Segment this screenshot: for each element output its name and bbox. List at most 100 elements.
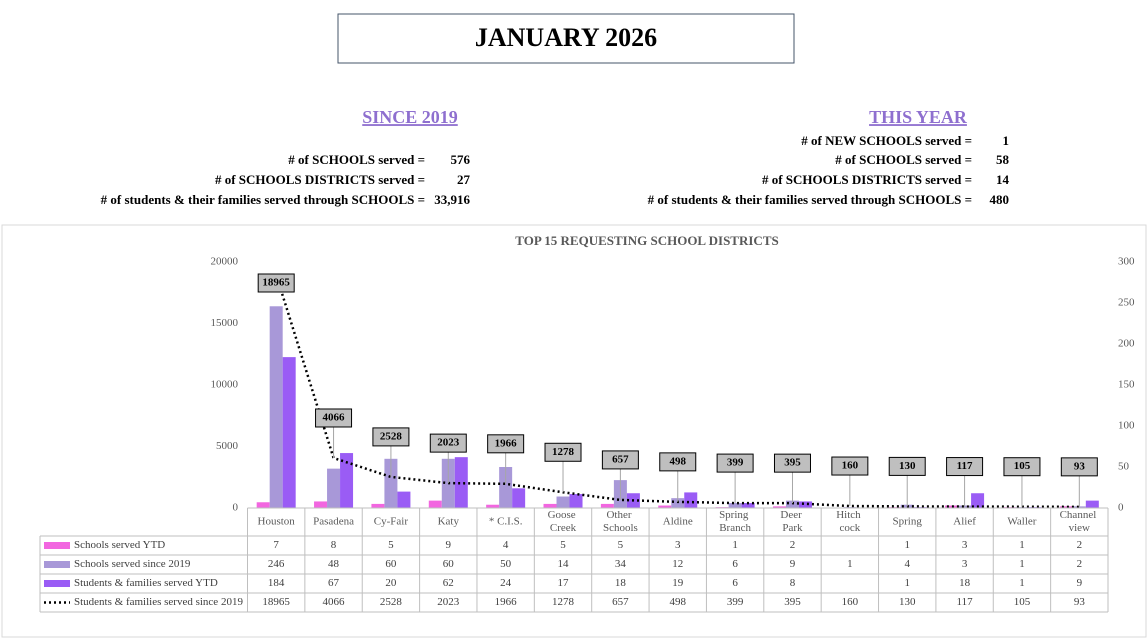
data-label-box bbox=[257, 273, 295, 293]
stat-value: 14 bbox=[996, 172, 1010, 187]
table-cell: 1 bbox=[847, 558, 853, 570]
table-cell: 657 bbox=[612, 596, 629, 608]
bar bbox=[314, 501, 328, 508]
bar bbox=[1059, 506, 1073, 508]
bar bbox=[1072, 506, 1086, 508]
x-tick-label: Katy bbox=[438, 516, 460, 528]
table-cell: 5 bbox=[618, 539, 624, 551]
stat-value: 1 bbox=[1003, 133, 1010, 148]
data-label-box bbox=[372, 427, 410, 447]
table-cell: 1 bbox=[904, 577, 910, 589]
data-label-box bbox=[946, 457, 984, 477]
table-cell: 48 bbox=[328, 558, 340, 570]
bar bbox=[486, 504, 500, 508]
stat-value: 33,916 bbox=[434, 192, 470, 207]
table-cell: 160 bbox=[842, 596, 859, 608]
table-cell: 12 bbox=[672, 558, 683, 570]
data-label-box bbox=[659, 452, 697, 472]
data-label: 4066 bbox=[323, 412, 346, 424]
title-box bbox=[337, 13, 795, 64]
table-cell: 18 bbox=[959, 577, 971, 589]
table-cell: 17 bbox=[558, 577, 570, 589]
table-cell: 1 bbox=[732, 539, 738, 551]
table-cell: 20 bbox=[385, 577, 397, 589]
bar bbox=[282, 357, 296, 508]
stat-label: # of students & their families served th… bbox=[101, 192, 425, 207]
page-title: JANUARY 2026 bbox=[475, 23, 657, 52]
y2-tick-label: 50 bbox=[1118, 461, 1130, 473]
stat-label: # of NEW SCHOOLS served = bbox=[801, 133, 972, 148]
x-tick-label: Hitch cock bbox=[836, 509, 863, 534]
table-cell: 60 bbox=[385, 558, 397, 570]
data-label: 2023 bbox=[437, 437, 460, 449]
table-cell: 18965 bbox=[262, 596, 290, 608]
table-cell: 3 bbox=[962, 558, 968, 570]
x-tick-label: Aldine bbox=[663, 516, 693, 528]
x-tick-label: Other Schools bbox=[603, 509, 638, 534]
table-cell: 3 bbox=[962, 539, 968, 551]
table-cell: 1 bbox=[1019, 539, 1025, 551]
bar bbox=[556, 496, 570, 508]
y-tick-label: 20000 bbox=[211, 256, 239, 268]
table-cell: 5 bbox=[388, 539, 394, 551]
table-cell: 62 bbox=[443, 577, 454, 589]
x-tick-label: Spring bbox=[893, 516, 923, 528]
table-cell: 105 bbox=[1014, 596, 1031, 608]
bar bbox=[1085, 500, 1099, 508]
table-cell: 1 bbox=[904, 539, 910, 551]
stat-label: # of SCHOOLS served = bbox=[288, 152, 425, 167]
table-cell: 24 bbox=[500, 577, 512, 589]
x-tick-label: * C.I.S. bbox=[489, 516, 523, 528]
table-cell: 60 bbox=[443, 558, 455, 570]
data-label-box bbox=[773, 453, 811, 473]
stat-value: 480 bbox=[990, 192, 1010, 207]
legend-label: Students & families served YTD bbox=[74, 577, 218, 589]
legend-label: Schools served YTD bbox=[74, 539, 165, 551]
bar bbox=[327, 468, 341, 508]
table-cell: 8 bbox=[790, 577, 796, 589]
bar bbox=[798, 501, 812, 508]
bar bbox=[684, 492, 698, 508]
bar bbox=[340, 453, 354, 508]
table-cell: 9 bbox=[446, 539, 452, 551]
bar bbox=[728, 503, 742, 508]
table-cell: 5 bbox=[560, 539, 566, 551]
x-tick-label: Spring Branch bbox=[719, 509, 751, 534]
table-cell: 399 bbox=[727, 596, 744, 608]
table-cell: 1 bbox=[1019, 558, 1025, 570]
bar bbox=[499, 467, 513, 508]
data-label: 1966 bbox=[495, 437, 518, 449]
data-label: 498 bbox=[670, 455, 687, 467]
chart-title: TOP 15 REQUESTING SCHOOL DISTRICTS bbox=[515, 233, 778, 248]
table-cell: 2 bbox=[1077, 539, 1083, 551]
table-cell: 3 bbox=[675, 539, 681, 551]
bar bbox=[772, 506, 786, 508]
y-tick-label: 5000 bbox=[216, 440, 239, 452]
bar bbox=[256, 502, 270, 508]
data-label: 395 bbox=[784, 457, 801, 469]
table-cell: 2528 bbox=[380, 596, 403, 608]
bar bbox=[600, 503, 614, 508]
legend-label: Schools served since 2019 bbox=[74, 558, 191, 570]
y2-tick-label: 150 bbox=[1118, 379, 1135, 391]
data-label: 93 bbox=[1074, 460, 1086, 472]
legend-key bbox=[44, 542, 70, 549]
bar bbox=[971, 493, 985, 508]
legend-label: Students & families served since 2019 bbox=[74, 596, 243, 608]
x-tick-label: Deer Park bbox=[780, 509, 804, 534]
bar bbox=[384, 458, 398, 508]
bar bbox=[371, 503, 385, 508]
table-cell: 498 bbox=[670, 596, 687, 608]
data-label: 160 bbox=[842, 460, 859, 472]
stat-label: # of SCHOOLS DISTRICTS served = bbox=[762, 172, 972, 187]
data-label-box bbox=[601, 450, 639, 470]
table-cell: 67 bbox=[328, 577, 340, 589]
y-tick-label: 0 bbox=[233, 502, 239, 514]
table-cell: 19 bbox=[672, 577, 684, 589]
data-label: 18965 bbox=[262, 277, 290, 289]
stat-label: # of students & their families served th… bbox=[648, 192, 972, 207]
table-cell: 1278 bbox=[552, 596, 575, 608]
table-cell: 2 bbox=[790, 539, 796, 551]
x-tick-label: Houston bbox=[258, 516, 296, 528]
